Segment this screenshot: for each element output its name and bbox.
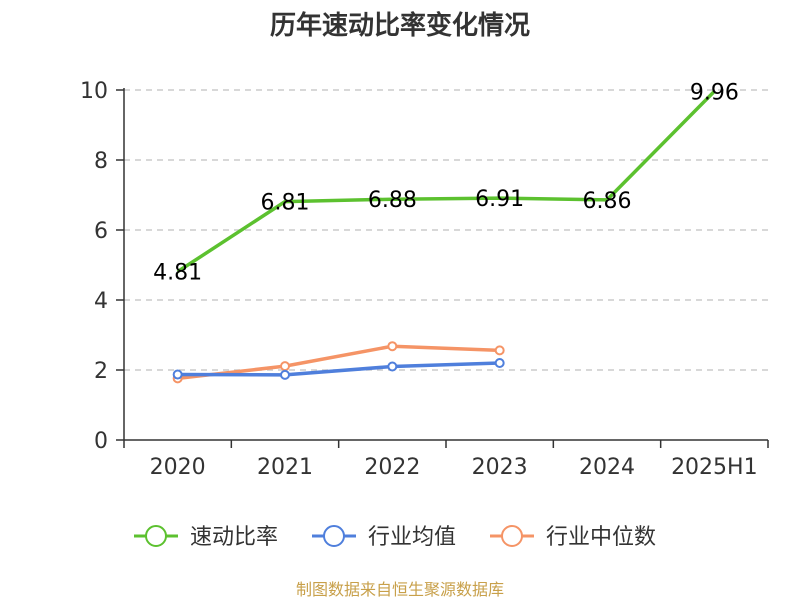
series-line-1 — [176, 90, 716, 274]
series-point — [280, 369, 290, 380]
x-tick-label: 2024 — [579, 455, 635, 480]
legend-marker-2 — [323, 525, 345, 547]
x-axis-ticks: 2020 2021 2022 2023 2024 2025H1 — [123, 440, 769, 480]
series-point — [280, 361, 290, 372]
x-tick-label: 2021 — [257, 455, 313, 480]
series-point — [494, 345, 505, 356]
y-tick-label: 8 — [94, 149, 108, 174]
source-note: 制图数据来自恒生聚源数据库 — [296, 580, 504, 599]
chart-title: 历年速动比率变化情况 — [270, 10, 530, 41]
data-label: 6.91 — [475, 187, 524, 212]
legend-label-3: 行业中位数 — [546, 525, 656, 550]
data-label: 6.86 — [583, 189, 632, 214]
y-tick-label: 2 — [94, 359, 108, 384]
legend-marker-1 — [145, 525, 167, 547]
data-label: 6.81 — [261, 191, 310, 216]
x-tick-label: 2025H1 — [671, 455, 758, 480]
y-tick-label: 6 — [94, 219, 108, 244]
data-label: 9.96 — [690, 80, 739, 105]
series-layer — [172, 90, 716, 384]
series-point — [172, 369, 183, 380]
y-axis-ticks: 0 2 4 6 8 10 — [80, 79, 124, 454]
series-line-3 — [177, 344, 500, 381]
data-labels: 4.81 6.81 6.88 6.91 6.86 9.96 — [153, 80, 739, 285]
legend-label-1: 速动比率 — [190, 525, 278, 550]
y-tick-label: 10 — [80, 79, 108, 104]
legend-marker-3 — [501, 525, 523, 547]
x-tick-label: 2023 — [472, 455, 528, 480]
series-point — [387, 361, 398, 372]
legend-label-2: 行业均值 — [368, 525, 456, 550]
data-label: 6.88 — [368, 188, 417, 213]
x-tick-label: 2022 — [364, 455, 420, 480]
series-point — [494, 358, 505, 368]
x-tick-label: 2020 — [150, 455, 206, 480]
data-label: 4.81 — [153, 261, 202, 286]
series-point — [387, 341, 398, 352]
y-tick-label: 4 — [94, 289, 108, 314]
series-line-2 — [177, 361, 500, 377]
gridlines — [124, 89, 768, 371]
y-tick-label: 0 — [94, 429, 108, 454]
axes — [123, 88, 768, 441]
legend[interactable]: 速动比率 行业均值 行业中位数 — [134, 525, 656, 550]
